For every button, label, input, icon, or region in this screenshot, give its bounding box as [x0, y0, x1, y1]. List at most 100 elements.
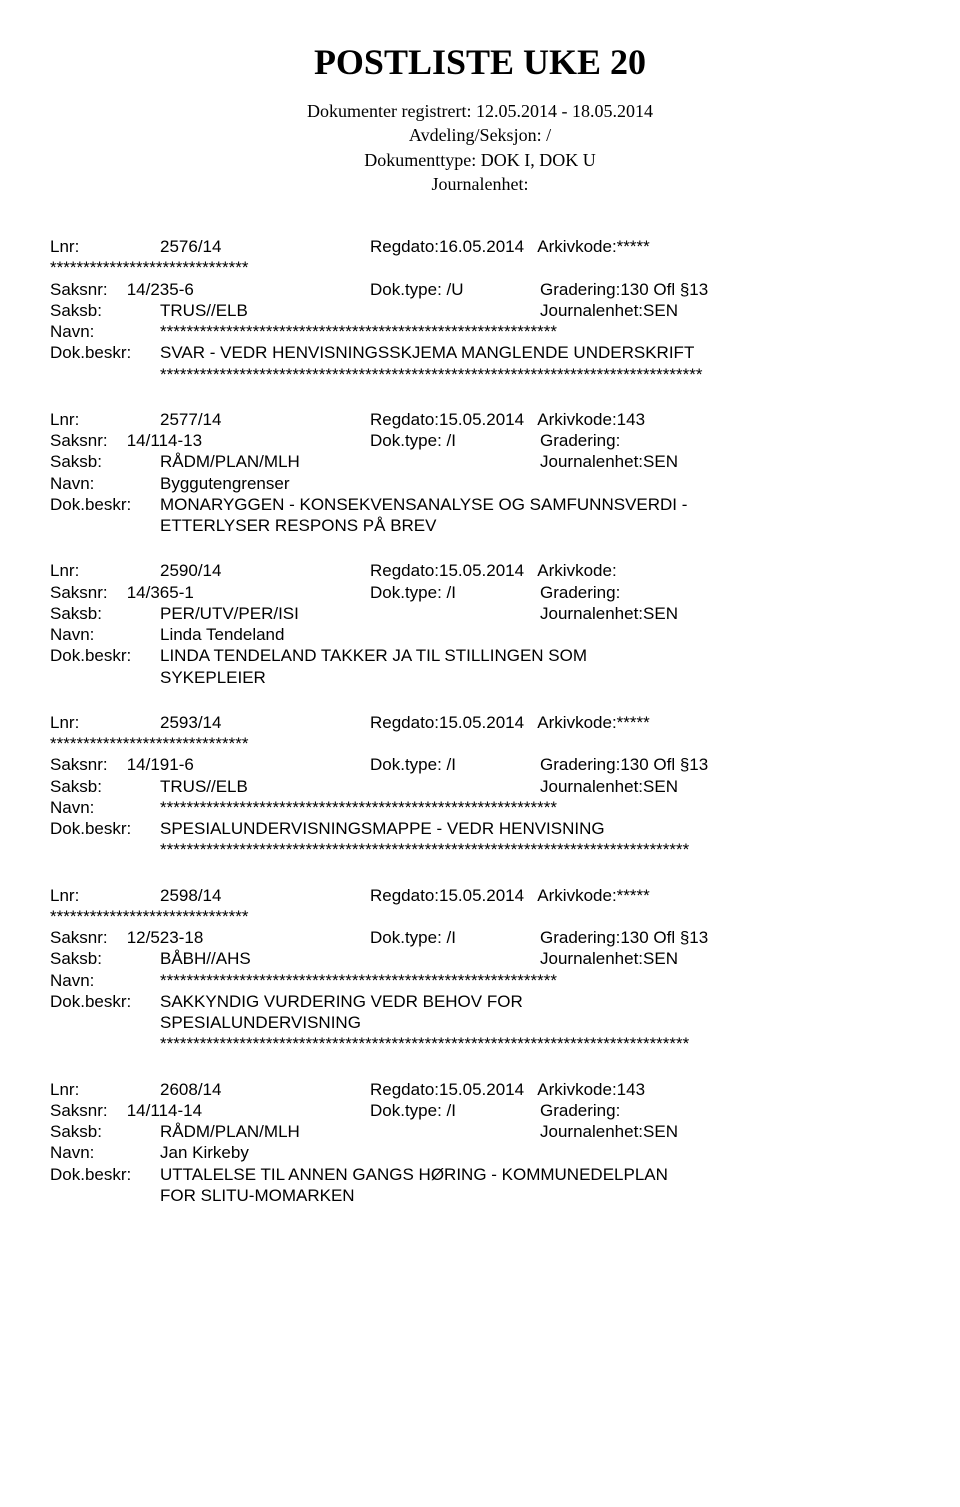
lnr-value: 2593/14	[160, 712, 370, 733]
entry: Lnr:2598/14Regdato:15.05.2014 Arkivkode:…	[50, 885, 910, 1055]
entry-row-saksb: Saksb:TRUS//ELBJournalenhet:SEN	[50, 776, 910, 797]
entry-row-saksnr: Saksnr: 14/365-1Dok.type: /IGradering:	[50, 582, 910, 603]
entry-row-saksb: Saksb:BÅBH//AHSJournalenhet:SEN	[50, 948, 910, 969]
lnr-label: Lnr:	[50, 236, 160, 257]
journalenhet: Journalenhet:SEN	[540, 776, 678, 797]
entry: Lnr:2608/14Regdato:15.05.2014 Arkivkode:…	[50, 1079, 910, 1207]
beskr-label: Dok.beskr:	[50, 818, 160, 839]
subheader-line3: Dokumenttype: DOK I, DOK U	[50, 148, 910, 172]
entry-row-saksnr: Saksnr: 14/114-13Dok.type: /IGradering:	[50, 430, 910, 451]
saksb-value: PER/UTV/PER/ISI	[160, 603, 540, 624]
doktype: Dok.type: /I	[370, 582, 540, 603]
regdato-arkivkode: Regdato:15.05.2014 Arkivkode:*****	[370, 885, 910, 906]
page-title: POSTLISTE UKE 20	[50, 40, 910, 85]
gradering: Gradering:130 Ofl §13	[540, 927, 708, 948]
lnr-label: Lnr:	[50, 712, 160, 733]
beskr-value: UTTALELSE TIL ANNEN GANGS HØRING - KOMMU…	[160, 1164, 668, 1185]
beskr-label: Dok.beskr:	[50, 342, 160, 363]
navn-label: Navn:	[50, 473, 160, 494]
navn-label: Navn:	[50, 970, 160, 991]
gradering: Gradering:130 Ofl §13	[540, 754, 708, 775]
beskr-label: Dok.beskr:	[50, 991, 160, 1012]
saksb-label: Saksb:	[50, 300, 160, 321]
navn-value: ****************************************…	[160, 797, 557, 818]
saksb-value: TRUS//ELB	[160, 300, 540, 321]
saksnr-value: 14/114-13	[122, 430, 370, 451]
saksnr-value: 12/523-18	[122, 927, 370, 948]
redaction-stars-long: ****************************************…	[50, 364, 910, 385]
journalenhet: Journalenhet:SEN	[540, 1121, 678, 1142]
regdato-arkivkode: Regdato:15.05.2014 Arkivkode:143	[370, 1079, 910, 1100]
entry-row-navn: Navn:***********************************…	[50, 797, 910, 818]
saksnr-label: Saksnr:	[50, 1100, 122, 1121]
navn-value: Jan Kirkeby	[160, 1142, 249, 1163]
entry-row-lnr: Lnr:2577/14Regdato:15.05.2014 Arkivkode:…	[50, 409, 910, 430]
saksb-value: RÅDM/PLAN/MLH	[160, 451, 540, 472]
redaction-stars-long: ****************************************…	[50, 1033, 910, 1054]
lnr-value: 2576/14	[160, 236, 370, 257]
saksb-label: Saksb:	[50, 948, 160, 969]
navn-value: ****************************************…	[160, 321, 557, 342]
lnr-value: 2598/14	[160, 885, 370, 906]
entry-row-beskr-cont: FOR SLITU-MOMARKEN	[50, 1185, 910, 1206]
lnr-value: 2590/14	[160, 560, 370, 581]
saksnr-label: Saksnr:	[50, 279, 122, 300]
entry-row-lnr: Lnr:2608/14Regdato:15.05.2014 Arkivkode:…	[50, 1079, 910, 1100]
entry-row-saksb: Saksb:RÅDM/PLAN/MLHJournalenhet:SEN	[50, 1121, 910, 1142]
entry-row-navn: Navn:Byggutengrenser	[50, 473, 910, 494]
entry-row-saksnr: Saksnr: 12/523-18Dok.type: /IGradering:1…	[50, 927, 910, 948]
entry-row-navn: Navn:***********************************…	[50, 970, 910, 991]
entry-row-beskr: Dok.beskr:SPESIALUNDERVISNINGSMAPPE - VE…	[50, 818, 910, 839]
saksb-label: Saksb:	[50, 1121, 160, 1142]
redaction-stars-long: ****************************************…	[50, 839, 910, 860]
saksnr-value: 14/114-14	[122, 1100, 370, 1121]
beskr-value: SVAR - VEDR HENVISNINGSSKJEMA MANGLENDE …	[160, 342, 694, 363]
journalenhet: Journalenhet:SEN	[540, 948, 678, 969]
navn-label: Navn:	[50, 321, 160, 342]
entry-row-saksnr: Saksnr: 14/235-6Dok.type: /UGradering:13…	[50, 279, 910, 300]
entry-row-saksb: Saksb:TRUS//ELBJournalenhet:SEN	[50, 300, 910, 321]
lnr-value: 2577/14	[160, 409, 370, 430]
doktype: Dok.type: /I	[370, 754, 540, 775]
entry-row-beskr: Dok.beskr:UTTALELSE TIL ANNEN GANGS HØRI…	[50, 1164, 910, 1185]
entries-list: Lnr:2576/14Regdato:16.05.2014 Arkivkode:…	[50, 236, 910, 1206]
beskr-label: Dok.beskr:	[50, 645, 160, 666]
beskr-label: Dok.beskr:	[50, 1164, 160, 1185]
entry-row-beskr-cont: SPESIALUNDERVISNING	[50, 1012, 910, 1033]
saksnr-value: 14/365-1	[122, 582, 370, 603]
navn-label: Navn:	[50, 624, 160, 645]
navn-label: Navn:	[50, 797, 160, 818]
entry-row-navn: Navn:Jan Kirkeby	[50, 1142, 910, 1163]
subheader-line4: Journalenhet:	[50, 172, 910, 196]
beskr-value: SAKKYNDIG VURDERING VEDR BEHOV FOR	[160, 991, 523, 1012]
redaction-stars: ******************************	[50, 257, 910, 278]
lnr-label: Lnr:	[50, 1079, 160, 1100]
journalenhet: Journalenhet:SEN	[540, 300, 678, 321]
lnr-value: 2608/14	[160, 1079, 370, 1100]
lnr-label: Lnr:	[50, 885, 160, 906]
entry-row-lnr: Lnr:2593/14Regdato:15.05.2014 Arkivkode:…	[50, 712, 910, 733]
doktype: Dok.type: /U	[370, 279, 540, 300]
beskr-label: Dok.beskr:	[50, 494, 160, 515]
subheader-line2: Avdeling/Seksjon: /	[50, 123, 910, 147]
entry-row-saksnr: Saksnr: 14/114-14Dok.type: /IGradering:	[50, 1100, 910, 1121]
saksnr-label: Saksnr:	[50, 582, 122, 603]
saksb-value: TRUS//ELB	[160, 776, 540, 797]
saksb-value: RÅDM/PLAN/MLH	[160, 1121, 540, 1142]
doktype: Dok.type: /I	[370, 430, 540, 451]
saksnr-label: Saksnr:	[50, 430, 122, 451]
navn-value: ****************************************…	[160, 970, 557, 991]
redaction-stars: ******************************	[50, 733, 910, 754]
subheader-line1: Dokumenter registrert: 12.05.2014 - 18.0…	[50, 99, 910, 123]
saksb-label: Saksb:	[50, 451, 160, 472]
regdato-arkivkode: Regdato:16.05.2014 Arkivkode:*****	[370, 236, 910, 257]
entry-row-beskr: Dok.beskr:SVAR - VEDR HENVISNINGSSKJEMA …	[50, 342, 910, 363]
lnr-label: Lnr:	[50, 560, 160, 581]
entry-row-saksnr: Saksnr: 14/191-6Dok.type: /IGradering:13…	[50, 754, 910, 775]
journalenhet: Journalenhet:SEN	[540, 603, 678, 624]
saksb-label: Saksb:	[50, 776, 160, 797]
gradering: Gradering:	[540, 430, 620, 451]
gradering: Gradering:	[540, 1100, 620, 1121]
regdato-arkivkode: Regdato:15.05.2014 Arkivkode:*****	[370, 712, 910, 733]
entry: Lnr:2576/14Regdato:16.05.2014 Arkivkode:…	[50, 236, 910, 385]
